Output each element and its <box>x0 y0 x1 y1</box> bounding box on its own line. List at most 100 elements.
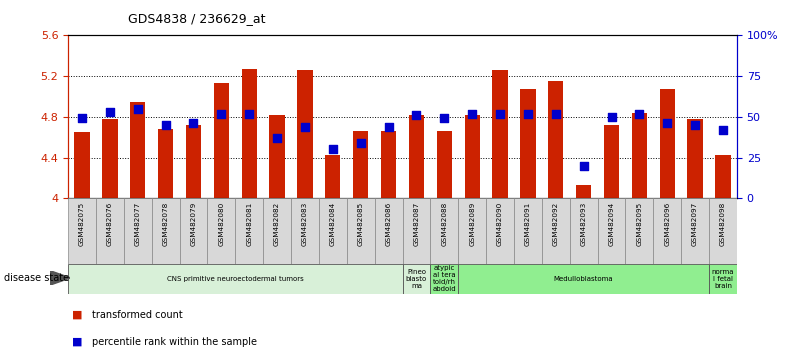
Text: GSM482086: GSM482086 <box>385 201 392 246</box>
Text: GSM482088: GSM482088 <box>441 201 447 246</box>
Point <box>465 111 478 116</box>
Text: GSM482077: GSM482077 <box>135 201 141 246</box>
Bar <box>604 125 619 198</box>
Text: GSM482094: GSM482094 <box>609 201 614 246</box>
Text: atypic
al tera
toid/rh
abdoid: atypic al tera toid/rh abdoid <box>433 265 456 292</box>
Point <box>271 135 284 141</box>
Point <box>661 120 674 126</box>
Text: GSM482081: GSM482081 <box>246 201 252 246</box>
Bar <box>375 198 403 264</box>
Bar <box>381 131 396 198</box>
Bar <box>130 102 146 198</box>
Text: GSM482098: GSM482098 <box>720 201 726 246</box>
Text: GSM482097: GSM482097 <box>692 201 698 246</box>
Bar <box>186 125 201 198</box>
Text: GSM482096: GSM482096 <box>664 201 670 246</box>
Point <box>717 127 730 133</box>
Bar <box>541 198 570 264</box>
Bar <box>319 198 347 264</box>
Text: disease state: disease state <box>4 273 69 283</box>
Text: GDS4838 / 236629_at: GDS4838 / 236629_at <box>128 12 266 25</box>
Bar <box>179 198 207 264</box>
Bar <box>437 131 452 198</box>
Point <box>438 116 451 121</box>
Bar <box>626 198 654 264</box>
Bar <box>347 198 375 264</box>
Bar <box>68 198 96 264</box>
Point <box>605 114 618 120</box>
Bar <box>632 113 647 198</box>
Text: GSM482078: GSM482078 <box>163 201 169 246</box>
Bar <box>207 198 235 264</box>
Point <box>578 163 590 169</box>
Bar <box>458 198 486 264</box>
Text: Medulloblastoma: Medulloblastoma <box>553 276 614 282</box>
Bar <box>458 264 709 294</box>
Point <box>159 122 172 128</box>
Bar <box>654 198 681 264</box>
Bar <box>430 198 458 264</box>
Text: GSM482095: GSM482095 <box>636 201 642 246</box>
Bar <box>68 264 402 294</box>
Bar <box>548 81 563 198</box>
Bar <box>353 131 368 198</box>
Bar <box>124 198 151 264</box>
Point <box>549 111 562 116</box>
Point <box>131 106 144 112</box>
Text: GSM482084: GSM482084 <box>330 201 336 246</box>
Text: GSM482075: GSM482075 <box>79 201 85 246</box>
Text: GSM482085: GSM482085 <box>358 201 364 246</box>
Point <box>103 109 116 115</box>
Bar <box>659 89 675 198</box>
Bar <box>486 198 514 264</box>
Bar <box>151 198 179 264</box>
Bar <box>709 198 737 264</box>
Text: CNS primitive neuroectodermal tumors: CNS primitive neuroectodermal tumors <box>167 276 304 282</box>
Point <box>75 116 88 121</box>
Point <box>521 111 534 116</box>
Bar <box>493 70 508 198</box>
Bar <box>520 89 536 198</box>
Point <box>689 122 702 128</box>
Bar <box>103 119 118 198</box>
Text: GSM482087: GSM482087 <box>413 201 420 246</box>
Bar <box>598 198 626 264</box>
Bar <box>325 155 340 198</box>
Text: GSM482076: GSM482076 <box>107 201 113 246</box>
Point <box>493 111 506 116</box>
Point <box>215 111 227 116</box>
Point <box>327 147 340 152</box>
Text: ■: ■ <box>72 310 83 320</box>
Text: GSM482093: GSM482093 <box>581 201 586 246</box>
Text: GSM482089: GSM482089 <box>469 201 475 246</box>
Bar <box>570 198 598 264</box>
Bar <box>297 70 312 198</box>
Polygon shape <box>50 271 70 285</box>
Bar <box>681 198 709 264</box>
Bar <box>709 264 737 294</box>
Point <box>633 111 646 116</box>
Point <box>382 124 395 130</box>
Text: Pineo
blasto
ma: Pineo blasto ma <box>406 269 427 289</box>
Text: GSM482083: GSM482083 <box>302 201 308 246</box>
Point <box>354 140 367 146</box>
Text: ■: ■ <box>72 337 83 347</box>
Point <box>410 112 423 118</box>
Point <box>299 124 312 130</box>
Bar <box>514 198 541 264</box>
Bar <box>402 264 430 294</box>
Text: GSM482092: GSM482092 <box>553 201 559 246</box>
Text: percentile rank within the sample: percentile rank within the sample <box>92 337 257 347</box>
Bar <box>74 132 90 198</box>
Text: GSM482090: GSM482090 <box>497 201 503 246</box>
Bar <box>264 198 291 264</box>
Text: norma
l fetal
brain: norma l fetal brain <box>712 269 735 289</box>
Text: GSM482091: GSM482091 <box>525 201 531 246</box>
Bar <box>242 69 257 198</box>
Text: GSM482080: GSM482080 <box>219 201 224 246</box>
Text: GSM482079: GSM482079 <box>191 201 196 246</box>
Bar <box>269 115 285 198</box>
Point <box>187 120 200 126</box>
Bar <box>409 115 424 198</box>
Bar <box>687 119 702 198</box>
